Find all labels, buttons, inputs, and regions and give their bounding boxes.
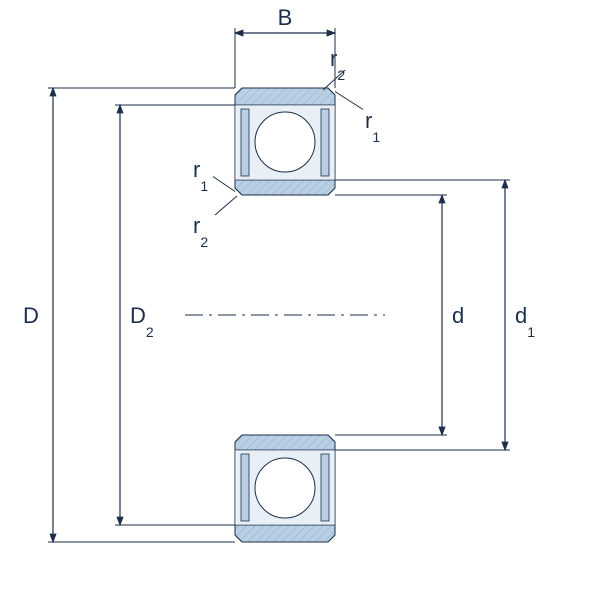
label-D: D — [23, 303, 39, 328]
label-D2: D2 — [130, 303, 154, 340]
label-r2-tr: r2 — [330, 46, 345, 83]
label-d1: d1 — [515, 303, 535, 340]
label-r1-l: r1 — [193, 157, 208, 194]
label-d: d — [452, 303, 464, 328]
label-r2-l: r2 — [193, 213, 208, 250]
bearing-cross-section: B D D2 d d1 r1 r2 r1 r2 — [0, 0, 600, 600]
label-B: B — [278, 5, 293, 30]
label-r1-tr: r1 — [365, 108, 380, 145]
